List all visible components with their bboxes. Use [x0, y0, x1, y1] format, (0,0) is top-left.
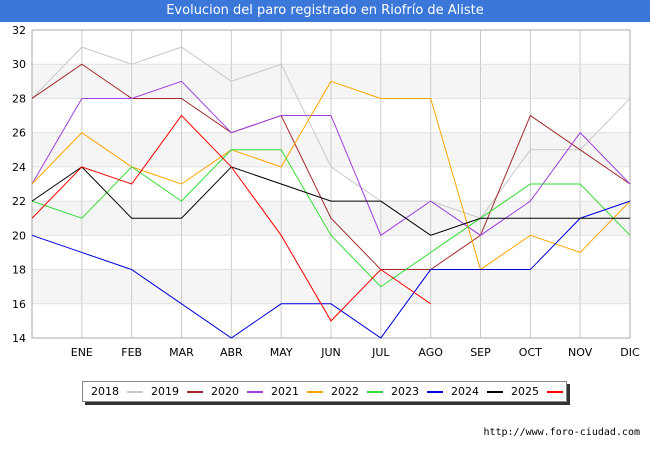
- legend-swatch: [367, 390, 383, 393]
- legend-swatch: [487, 390, 503, 393]
- series-line-2023: [31, 200, 631, 339]
- x-tick-label: JUL: [371, 346, 390, 359]
- y-tick-label: 20: [12, 229, 26, 242]
- legend-label: 2023: [391, 385, 419, 398]
- y-tick-label: 22: [12, 195, 26, 208]
- x-tick-label: DIC: [620, 346, 640, 359]
- series-line-2025: [31, 114, 431, 322]
- y-tick-label: 32: [12, 24, 26, 37]
- legend-swatch: [547, 390, 563, 393]
- legend-label: 2021: [271, 385, 299, 398]
- x-tick-label: MAY: [270, 346, 293, 359]
- legend-swatch: [127, 390, 143, 393]
- y-tick-label: 24: [12, 161, 26, 174]
- legend-item-2022: 2022: [331, 385, 391, 398]
- legend-swatch: [187, 390, 203, 393]
- legend: 2018 2019 2020 2021 2022 2023 2024 2025: [82, 381, 567, 402]
- y-axis-tick-labels: 14 16 18 20 22 24 26 28 30 32: [12, 24, 26, 345]
- legend-swatch: [427, 390, 443, 393]
- x-tick-label: OCT: [519, 346, 542, 359]
- legend-label: 2020: [211, 385, 239, 398]
- x-tick-label: SEP: [470, 346, 491, 359]
- series-lines: [31, 46, 631, 339]
- x-tick-label: ABR: [220, 346, 243, 359]
- series-line-2024: [31, 166, 630, 236]
- x-tick-label: NOV: [568, 346, 593, 359]
- x-tick-label: ENE: [71, 346, 93, 359]
- legend-item-2025: 2025: [511, 385, 571, 398]
- x-tick-label: AGO: [418, 346, 443, 359]
- x-axis-tick-labels: ENE FEB MAR ABR MAY JUN JUL AGO SEP OCT NOV DIC: [71, 346, 640, 359]
- legend-label: 2024: [451, 385, 479, 398]
- legend-label: 2019: [151, 385, 179, 398]
- legend-item-2024: 2024: [451, 385, 511, 398]
- legend-item-2018: 2018: [91, 385, 151, 398]
- series-line-2020: [31, 80, 631, 237]
- legend-item-2019: 2019: [151, 385, 211, 398]
- legend-item-2023: 2023: [391, 385, 451, 398]
- x-tick-label: MAR: [169, 346, 194, 359]
- legend-swatch: [247, 390, 263, 393]
- chart-title: Evolucion del paro registrado en Riofrío…: [0, 0, 650, 22]
- x-tick-label: FEB: [121, 346, 142, 359]
- legend-label: 2025: [511, 385, 539, 398]
- legend-swatch: [307, 390, 323, 393]
- series-line-2018: [31, 46, 631, 219]
- y-tick-label: 26: [12, 127, 26, 140]
- y-tick-label: 14: [12, 332, 26, 345]
- legend-item-2021: 2021: [271, 385, 331, 398]
- source-url: http://www.foro-ciudad.com: [483, 427, 640, 438]
- y-tick-label: 16: [12, 298, 26, 311]
- legend-item-2020: 2020: [211, 385, 271, 398]
- legend-label: 2022: [331, 385, 359, 398]
- x-tick-label: JUN: [320, 346, 341, 359]
- series-line-2022: [31, 149, 631, 288]
- legend-label: 2018: [91, 385, 119, 398]
- y-tick-label: 18: [12, 264, 26, 277]
- y-tick-label: 28: [12, 92, 26, 105]
- y-tick-label: 30: [12, 58, 26, 71]
